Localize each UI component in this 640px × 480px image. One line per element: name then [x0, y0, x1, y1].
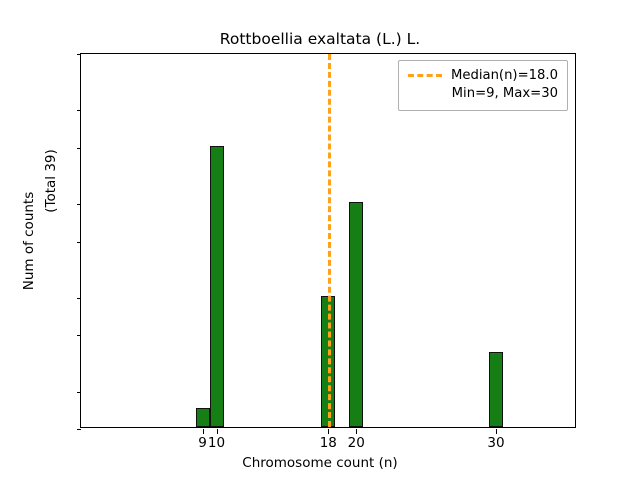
dashed-line-icon [407, 74, 442, 78]
chart-title: Rottboellia exaltata (L.) L. [219, 30, 421, 48]
y-axis-label-container: Num of counts [18, 53, 40, 428]
x-tick-label-20: 20 [347, 435, 365, 451]
x-tick-label-30: 30 [487, 435, 505, 451]
legend-row-range: Min=9, Max=30 [408, 85, 558, 103]
y-tick-mark [76, 54, 81, 55]
y-tick-mark [76, 429, 81, 430]
y-tick-mark [76, 241, 81, 243]
y-tick-mark [76, 147, 81, 149]
x-tick-mark [202, 429, 204, 434]
bar-n-10 [209, 145, 224, 427]
x-tick-mark [216, 429, 218, 434]
plot-inner [81, 54, 575, 427]
x-tick-mark [328, 429, 330, 434]
bar-n-20 [349, 202, 364, 427]
x-tick-label-10: 10 [207, 435, 226, 451]
x-tick-mark [495, 429, 497, 434]
y-tick-mark [76, 335, 81, 337]
y-axis-sublabel-container: (Total 39) [40, 53, 62, 428]
median-line [328, 54, 332, 427]
bar-n-9 [195, 408, 210, 427]
y-tick-mark [76, 391, 81, 393]
x-axis-label: Chromosome count (n) [242, 455, 398, 471]
legend: Median(n)=18.0 Min=9, Max=30 [397, 60, 568, 111]
x-tick-label-9: 9 [198, 435, 207, 451]
y-tick-mark [76, 297, 81, 299]
bar-n-30 [488, 352, 503, 427]
y-axis-label: Num of counts [21, 191, 37, 290]
y-tick-mark [76, 110, 81, 112]
legend-label-range: Min=9, Max=30 [451, 85, 558, 101]
x-tick-mark [356, 429, 358, 434]
legend-row-median: Median(n)=18.0 [407, 67, 558, 85]
x-tick-label-18: 18 [319, 435, 337, 451]
legend-label-median: Median(n)=18.0 [450, 68, 558, 83]
y-axis-total-label: (Total 39) [43, 148, 59, 213]
y-tick-mark [76, 204, 81, 205]
